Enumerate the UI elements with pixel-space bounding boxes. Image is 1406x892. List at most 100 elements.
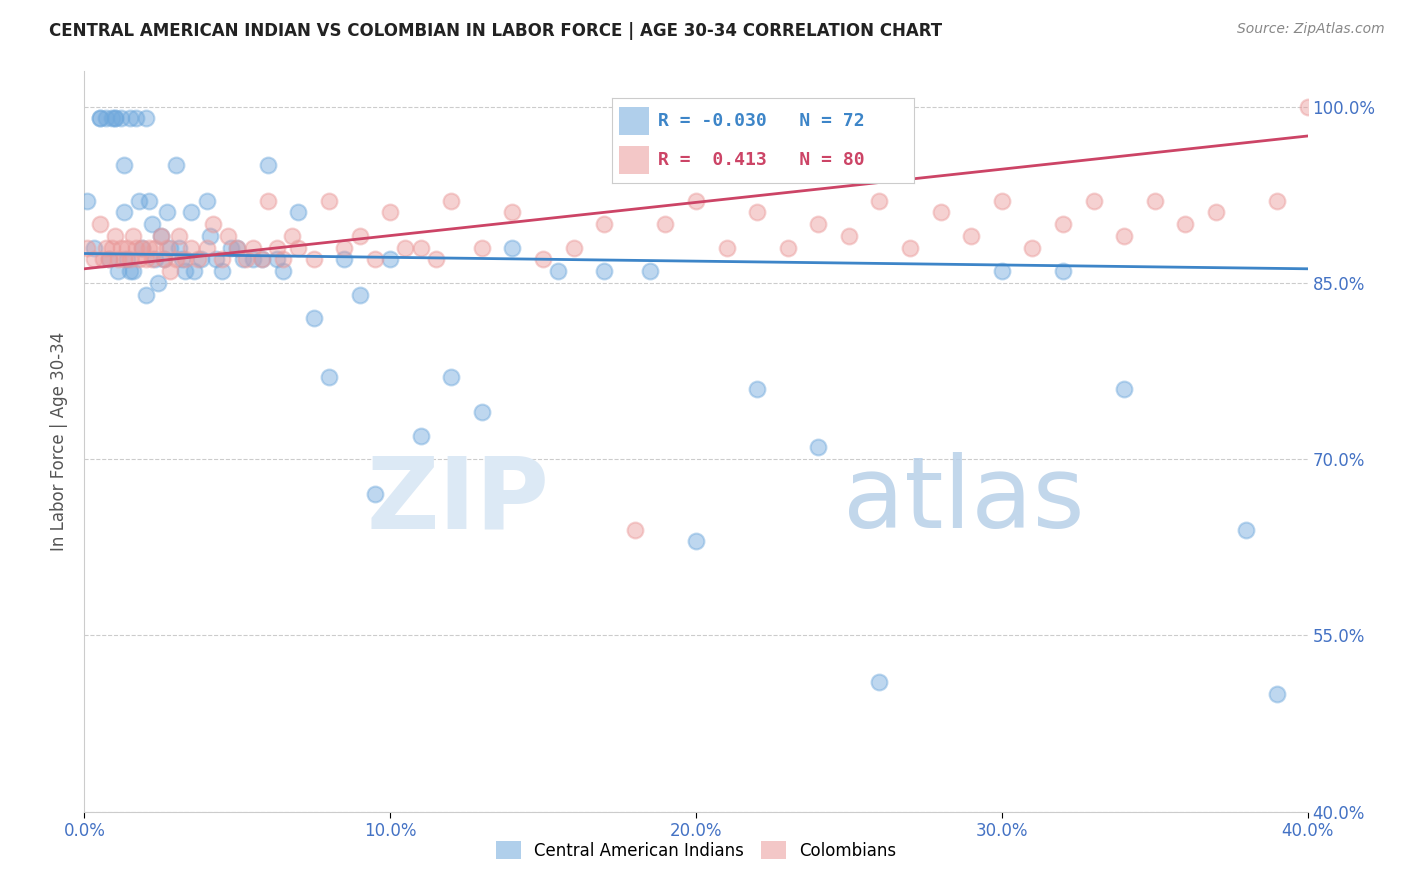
Point — [153, 252, 176, 267]
Point — [115, 241, 138, 255]
Point — [149, 228, 172, 243]
Point — [1265, 194, 1288, 208]
Point — [271, 252, 294, 267]
Point — [101, 112, 124, 126]
Point — [1021, 241, 1043, 255]
Point — [172, 252, 194, 267]
Point — [349, 287, 371, 301]
Point — [89, 112, 111, 126]
Point — [226, 241, 249, 255]
Point — [624, 523, 647, 537]
Point — [380, 252, 402, 267]
Point — [776, 241, 799, 255]
Point — [107, 264, 129, 278]
Point — [76, 241, 98, 255]
Point — [138, 241, 160, 255]
Point — [211, 264, 233, 278]
Bar — [619, 146, 650, 175]
Point — [201, 217, 224, 231]
Point — [83, 241, 105, 255]
Point — [190, 252, 212, 267]
Point — [562, 241, 585, 255]
Point — [174, 264, 197, 278]
Point — [502, 241, 524, 255]
Point — [156, 205, 179, 219]
Point — [94, 241, 117, 255]
Point — [425, 252, 447, 267]
Point — [143, 241, 166, 255]
Point — [125, 241, 148, 255]
Point — [271, 264, 294, 278]
Point — [76, 194, 98, 208]
Point — [593, 264, 616, 278]
Point — [302, 252, 325, 267]
Point — [1174, 217, 1197, 231]
Point — [205, 252, 228, 267]
Legend: Central American Indians, Colombians: Central American Indians, Colombians — [489, 835, 903, 866]
Point — [131, 241, 153, 255]
Point — [146, 276, 169, 290]
Point — [112, 205, 135, 219]
Point — [122, 228, 145, 243]
Point — [107, 252, 129, 267]
Point — [211, 252, 233, 267]
Point — [120, 252, 142, 267]
Point — [167, 241, 190, 255]
Point — [110, 241, 132, 255]
Point — [502, 205, 524, 219]
Point — [156, 241, 179, 255]
Point — [122, 264, 145, 278]
Point — [250, 252, 273, 267]
Text: R =  0.413   N = 80: R = 0.413 N = 80 — [658, 152, 865, 169]
Point — [219, 241, 242, 255]
Point — [807, 217, 830, 231]
Point — [394, 241, 416, 255]
Point — [747, 205, 769, 219]
Point — [257, 194, 280, 208]
Point — [141, 217, 163, 231]
Point — [471, 405, 494, 419]
Point — [991, 194, 1014, 208]
Point — [149, 228, 172, 243]
Point — [110, 112, 132, 126]
Point — [165, 158, 187, 172]
Point — [104, 228, 127, 243]
Point — [266, 241, 288, 255]
Point — [112, 252, 135, 267]
Point — [250, 252, 273, 267]
Point — [97, 252, 120, 267]
Point — [1052, 264, 1074, 278]
Point — [747, 382, 769, 396]
Point — [120, 112, 142, 126]
Point — [380, 205, 402, 219]
Point — [1205, 205, 1227, 219]
Point — [180, 241, 202, 255]
Point — [153, 252, 176, 267]
Point — [1143, 194, 1166, 208]
Point — [104, 112, 127, 126]
Point — [195, 241, 218, 255]
Point — [302, 311, 325, 326]
Point — [186, 252, 208, 267]
Point — [104, 112, 127, 126]
Point — [198, 228, 221, 243]
Point — [281, 228, 304, 243]
Point — [159, 241, 181, 255]
Point — [333, 241, 356, 255]
Point — [287, 241, 309, 255]
Point — [89, 217, 111, 231]
Point — [1083, 194, 1105, 208]
Point — [174, 252, 197, 267]
Point — [869, 675, 891, 690]
Point — [232, 252, 254, 267]
Point — [654, 217, 676, 231]
Point — [101, 241, 124, 255]
Point — [235, 252, 257, 267]
Point — [593, 217, 616, 231]
Point — [89, 112, 111, 126]
Point — [141, 252, 163, 267]
Point — [991, 264, 1014, 278]
Point — [115, 252, 138, 267]
Point — [440, 194, 463, 208]
Point — [242, 252, 264, 267]
